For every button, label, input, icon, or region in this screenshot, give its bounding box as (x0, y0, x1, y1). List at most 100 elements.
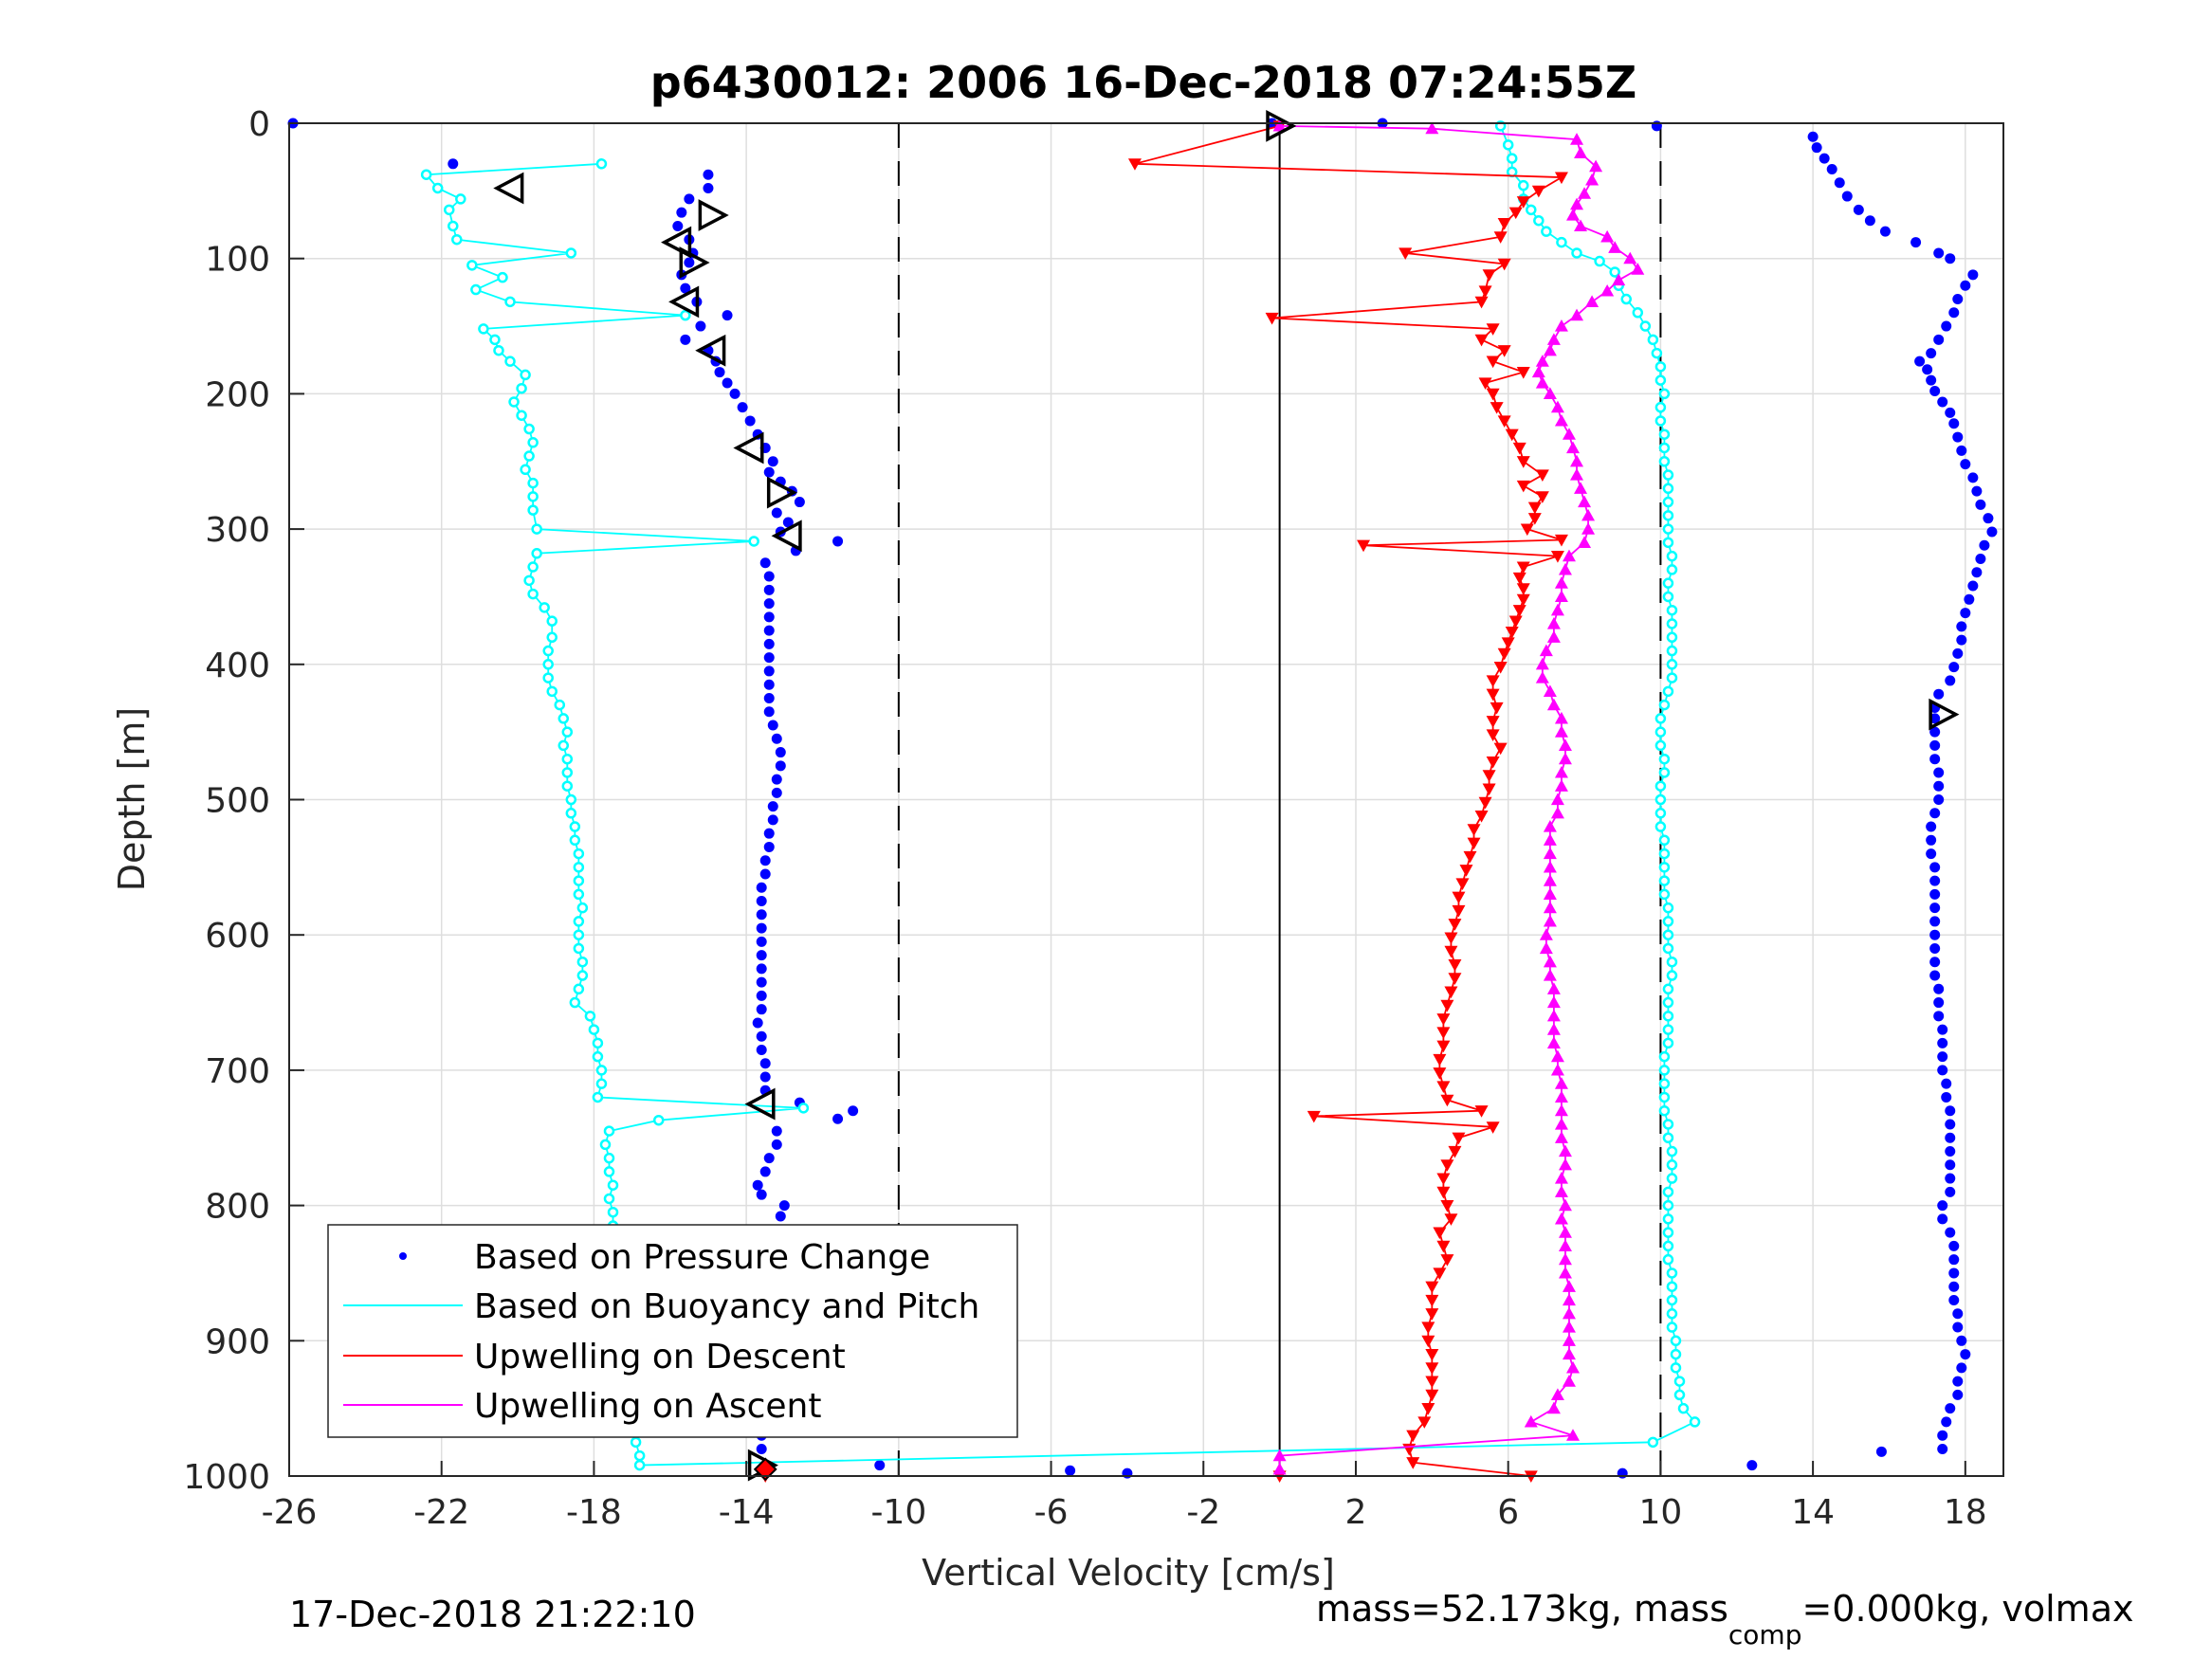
data-point (1945, 1146, 1956, 1158)
stall-marker (679, 246, 710, 279)
data-point (448, 158, 459, 170)
data-point (1662, 1186, 1674, 1198)
data-point (1666, 956, 1678, 968)
data-point (603, 1152, 615, 1164)
axis-ticks: -26 -22 -18 -14 -10 -6 -2 2 6 10 14 180100200300400… (183, 105, 1986, 1532)
data-point (1436, 1040, 1451, 1053)
data-point (1543, 874, 1557, 886)
data-point (771, 1139, 782, 1150)
data-point (1948, 1281, 1960, 1292)
data-point (1486, 675, 1500, 687)
data-point (569, 821, 581, 832)
data-point (1933, 688, 1945, 700)
data-point (573, 929, 585, 940)
data-point (1574, 146, 1588, 158)
data-point (1937, 1213, 1948, 1225)
data-point (1662, 1199, 1674, 1212)
data-point (1952, 431, 1964, 443)
data-point (832, 1113, 844, 1124)
data-point (722, 377, 733, 389)
data-point (759, 1166, 771, 1177)
data-point (1666, 1267, 1678, 1279)
data-point (1933, 1011, 1945, 1022)
data-point (714, 367, 725, 378)
data-point (1497, 258, 1511, 271)
data-point (1554, 725, 1568, 738)
x-tick-label: -22 (413, 1493, 469, 1532)
data-point (1452, 904, 1466, 918)
data-point (1945, 675, 1956, 686)
data-point (1558, 1198, 1572, 1212)
data-point (794, 497, 805, 508)
data-point (466, 260, 478, 271)
data-point (1425, 1281, 1439, 1294)
data-point (676, 207, 687, 218)
x-tick-label: 2 (1345, 1493, 1367, 1532)
data-point (1562, 428, 1576, 440)
data-point (1482, 770, 1496, 782)
dive-end-marker (753, 1457, 777, 1482)
data-point (1620, 293, 1632, 305)
data-point (759, 1071, 771, 1083)
data-point (752, 1179, 763, 1191)
data-point (1658, 456, 1671, 467)
data-point (1550, 1063, 1564, 1076)
data-point (1948, 418, 1960, 429)
data-point (1425, 1389, 1439, 1402)
data-point (1554, 1131, 1568, 1143)
data-point (561, 726, 574, 738)
data-point (1673, 1376, 1686, 1387)
data-point (1554, 1212, 1568, 1225)
legend-label-buoyancy: Based on Buoyancy and Pitch (474, 1287, 979, 1326)
data-point (1574, 482, 1588, 494)
data-point (1562, 1347, 1576, 1360)
y-tick-label: 600 (205, 917, 270, 956)
data-point (1662, 685, 1674, 698)
data-point (1929, 713, 1941, 724)
x-tick-label: -2 (1186, 1493, 1220, 1532)
data-point (1662, 1253, 1674, 1266)
data-point (1929, 929, 1941, 940)
data-point (763, 466, 775, 478)
data-point (1933, 767, 1945, 778)
data-point (763, 652, 775, 664)
data-point (652, 1114, 665, 1126)
chart-title: p6430012: 2006 16-Dec-2018 07:24:55Z (650, 57, 1637, 108)
data-point (797, 1103, 810, 1114)
data-point (1543, 955, 1557, 968)
data-point (1543, 860, 1557, 873)
data-point (1562, 1280, 1576, 1292)
data-point (455, 193, 466, 205)
data-point (443, 204, 455, 216)
data-point (1662, 983, 1674, 995)
stall-marker (1929, 698, 1960, 731)
y-tick-label: 900 (205, 1322, 270, 1361)
data-point (756, 963, 767, 975)
data-point (573, 862, 585, 873)
data-point (603, 1125, 615, 1137)
data-point (1527, 501, 1542, 515)
data-point (1677, 1402, 1690, 1414)
data-point (1658, 1065, 1671, 1076)
data-point (763, 692, 775, 703)
data-point (1666, 1281, 1678, 1292)
data-point (1983, 513, 1994, 524)
data-point (1654, 808, 1667, 819)
data-point (756, 1189, 767, 1200)
data-point (561, 780, 574, 792)
data-point (1554, 1172, 1568, 1184)
data-point (1662, 916, 1674, 927)
data-point (1647, 334, 1659, 346)
data-point (756, 1004, 767, 1015)
data-point (1956, 1335, 1967, 1346)
data-point (756, 990, 767, 1001)
data-point (1558, 1252, 1572, 1266)
data-point (1562, 1306, 1576, 1320)
data-point (1516, 196, 1530, 209)
data-point (1910, 237, 1922, 248)
data-point (1478, 377, 1492, 390)
data-point (1666, 604, 1678, 616)
data-point (573, 916, 585, 927)
data-point (1570, 468, 1584, 481)
data-point (1558, 1144, 1572, 1158)
